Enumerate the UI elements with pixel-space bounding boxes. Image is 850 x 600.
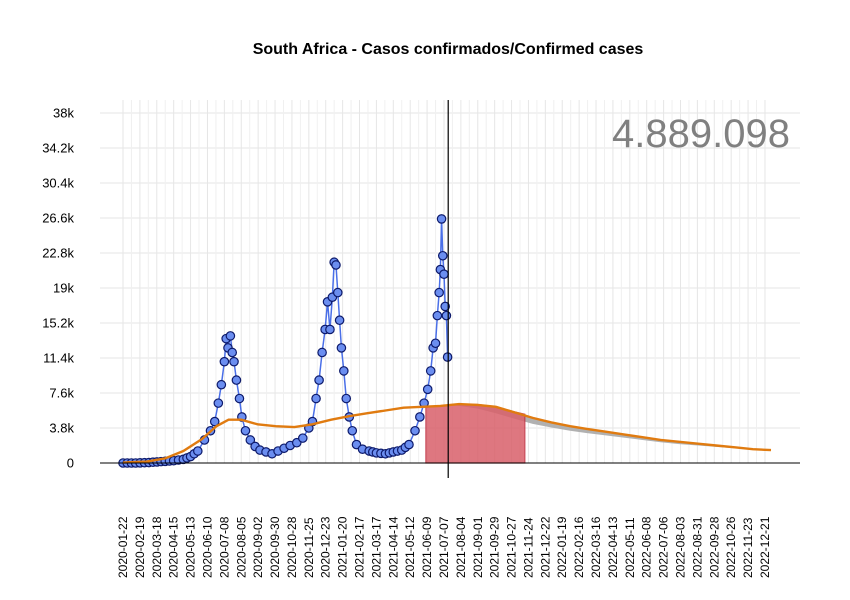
observed-point-7 <box>193 446 203 456</box>
observed-point-17 <box>227 347 238 358</box>
x-tick-label-1: 2020-02-19 <box>133 516 147 578</box>
y-tick-label-0: 0 <box>67 456 74 471</box>
x-tick-label-5: 2020-06-10 <box>200 516 214 578</box>
observed-point-69 <box>436 214 447 224</box>
x-tick-label-14: 2021-02-17 <box>353 516 367 578</box>
x-tick-label-6: 2020-07-08 <box>217 516 231 578</box>
observed-point-73 <box>441 310 452 321</box>
forecast-area <box>425 403 526 464</box>
x-tick-label-0: 2020-01-22 <box>116 516 130 578</box>
observed-point-43 <box>331 260 341 270</box>
chart-title: South Africa - Casos confirmados/Confirm… <box>253 41 644 58</box>
x-tick-label-23: 2021-10-27 <box>505 516 519 578</box>
observed-point-16 <box>225 331 236 341</box>
x-tick-label-38: 2022-12-21 <box>758 516 772 578</box>
observed-point-67 <box>434 287 444 298</box>
observed-point-72 <box>440 301 450 312</box>
y-tick-label-5: 19k <box>53 281 74 296</box>
y-tick-label-3: 11.4k <box>43 351 74 366</box>
observed-point-74 <box>442 352 453 362</box>
x-tick-label-10: 2020-10-28 <box>285 516 299 578</box>
observed-point-70 <box>437 250 448 261</box>
observed-point-48 <box>341 393 352 404</box>
x-tick-label-19: 2021-07-07 <box>437 516 451 578</box>
x-tick-label-35: 2022-09-28 <box>707 516 721 578</box>
x-tick-label-33: 2022-08-03 <box>673 516 687 578</box>
x-tick-label-37: 2022-11-23 <box>741 517 755 578</box>
observed-point-58 <box>404 439 414 450</box>
forecast-area-polygon <box>425 403 526 464</box>
total-cases-label: 4.889.098 <box>612 112 790 156</box>
x-tick-label-8: 2020-09-02 <box>251 516 265 578</box>
observed-series <box>118 214 453 468</box>
observed-point-50 <box>347 425 358 436</box>
y-tick-label-4: 15.2k <box>42 316 74 331</box>
observed-point-12 <box>216 379 227 390</box>
observed-point-45 <box>334 315 345 326</box>
x-tick-label-25: 2021-12-22 <box>538 516 552 578</box>
observed-point-46 <box>336 343 347 353</box>
x-tick-label-3: 2020-04-15 <box>167 516 181 578</box>
observed-point-63 <box>425 366 436 376</box>
observed-point-19 <box>231 375 242 385</box>
fitted-series <box>122 402 772 464</box>
observed-point-65 <box>430 338 441 349</box>
axes <box>100 100 800 478</box>
observed-point-20 <box>234 393 245 404</box>
observed-point-44 <box>332 287 343 298</box>
x-tick-label-29: 2022-04-13 <box>606 516 620 578</box>
observed-point-66 <box>432 310 443 321</box>
observed-point-22 <box>240 425 251 436</box>
x-tick-label-27: 2022-02-16 <box>572 516 586 578</box>
y-tick-label-8: 30.4k <box>42 176 74 191</box>
observed-point-71 <box>439 269 449 279</box>
fitted-curve <box>122 402 772 464</box>
observed-point-37 <box>317 347 327 358</box>
observed-point-10 <box>209 416 220 427</box>
x-tick-label-4: 2020-05-13 <box>184 516 198 578</box>
observed-point-18 <box>229 356 239 367</box>
observed-point-47 <box>339 366 349 376</box>
observed-point-60 <box>415 412 425 422</box>
x-tick-label-21: 2021-09-01 <box>471 516 485 578</box>
observed-point-59 <box>410 425 420 436</box>
observed-point-40 <box>325 324 335 335</box>
observed-point-32 <box>297 433 308 443</box>
y-axis-ticks: 0 3.8k 7.6k 11.4k 15.2k 19k 22.8k 26.6k 30.4k 34.… <box>42 106 74 471</box>
y-tick-label-2: 7.6k <box>49 386 74 401</box>
observed-point-62 <box>422 384 433 395</box>
observed-point-36 <box>314 375 324 385</box>
x-tick-label-34: 2022-08-31 <box>690 516 704 578</box>
x-tick-label-32: 2022-07-06 <box>657 516 671 578</box>
y-tick-label-6: 22.8k <box>42 246 74 261</box>
x-tick-label-12: 2020-12-23 <box>319 516 333 578</box>
observed-point-23 <box>245 435 256 445</box>
x-tick-label-18: 2021-06-09 <box>420 516 434 578</box>
y-tick-label-7: 26.6k <box>42 211 74 226</box>
x-tick-label-7: 2020-08-05 <box>234 516 248 578</box>
x-tick-label-17: 2021-05-12 <box>403 516 417 578</box>
x-tick-label-13: 2021-01-20 <box>336 516 350 578</box>
y-tick-label-9: 34.2k <box>42 141 74 156</box>
y-tick-label-1: 3.8k <box>49 421 74 436</box>
x-tick-label-26: 2022-01-19 <box>555 516 569 578</box>
x-tick-label-22: 2021-09-29 <box>488 516 502 578</box>
x-tick-label-31: 2022-06-08 <box>640 516 654 578</box>
observed-point-11 <box>213 398 224 408</box>
observed-point-13 <box>219 356 230 367</box>
x-tick-label-36: 2022-10-26 <box>724 516 738 578</box>
x-axis-ticks: 2020-01-22 2020-02-19 2020-03-18 2020-04-15… <box>116 516 772 578</box>
observed-point-35 <box>311 393 321 404</box>
x-tick-label-16: 2021-04-14 <box>386 516 400 578</box>
x-tick-label-11: 2020-11-25 <box>302 517 316 578</box>
x-tick-label-9: 2020-09-30 <box>268 516 282 578</box>
x-tick-label-2: 2020-03-18 <box>150 516 164 578</box>
x-tick-label-24: 2021-11-24 <box>521 517 535 578</box>
x-tick-label-15: 2021-03-17 <box>369 516 383 578</box>
x-tick-label-20: 2021-08-04 <box>454 516 468 578</box>
y-tick-label-10: 38k <box>53 106 74 121</box>
x-tick-label-28: 2022-03-16 <box>589 516 603 578</box>
x-tick-label-30: 2022-05-11 <box>623 517 637 578</box>
